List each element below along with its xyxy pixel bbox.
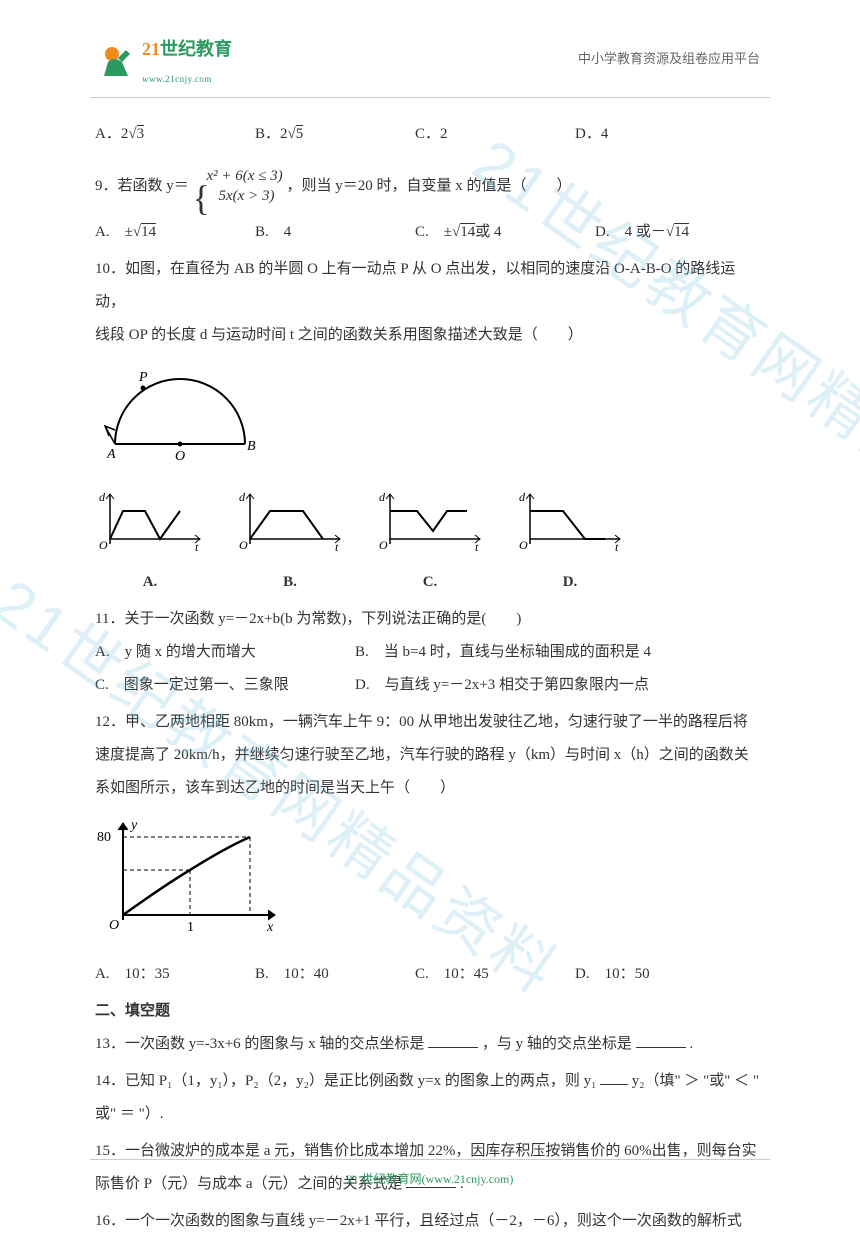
q13-blank-2 xyxy=(636,1033,686,1048)
q10-label-b: B. xyxy=(235,566,345,599)
q11-stem: 11．关于一次函数 y=－2x+b(b 为常数)，下列说法正确的是( ) xyxy=(95,603,765,636)
q9-stem-2: ，则当 y＝20 时，自变量 x 的值是（ ） xyxy=(286,178,571,194)
svg-text:d: d xyxy=(379,490,386,504)
q10-diagram: P A B O xyxy=(95,364,765,477)
q10-label-c: C. xyxy=(375,566,485,599)
q14-text-1: 14．已知 P₁（1，y₁），P₂（2，y₂）是正比例函数 y=x 的图象上的两… xyxy=(95,1073,596,1089)
svg-text:O: O xyxy=(109,918,119,933)
q11: 11．关于一次函数 y=－2x+b(b 为常数)，下列说法正确的是( ) A. … xyxy=(95,603,765,702)
q8-options: A．2√3 B．2√5 C．2 D．4 xyxy=(95,118,765,151)
q9-opt-c: C. ±√14或 4 xyxy=(415,216,595,249)
svg-text:O: O xyxy=(519,538,528,551)
footer-text-1: 21 世纪教育网 xyxy=(347,1172,422,1186)
svg-text:1: 1 xyxy=(187,920,194,935)
svg-text:t: t xyxy=(475,540,479,551)
svg-text:P: P xyxy=(138,370,148,385)
q11-opt-a: A. y 随 x 的增大而增大 xyxy=(95,636,355,669)
svg-text:d: d xyxy=(519,490,526,504)
q10-label-d: D. xyxy=(515,566,625,599)
q11-opt-b: B. 当 b=4 时，直线与坐标轴围成的面积是 4 xyxy=(355,636,651,669)
q12-opt-c: C. 10：45 xyxy=(415,958,575,991)
q13-blank-1 xyxy=(428,1033,478,1048)
page-footer: 21 世纪教育网(www.21cnjy.com) xyxy=(0,1159,860,1192)
svg-text:O: O xyxy=(379,538,388,551)
q10-label-a: A. xyxy=(95,566,205,599)
q14: 14．已知 P₁（1，y₁），P₂（2，y₂）是正比例函数 y=x 的图象上的两… xyxy=(95,1065,765,1131)
q10-graph-a: d t O A. xyxy=(95,489,205,599)
q10-graph-options: d t O A. d t O B. xyxy=(95,489,765,599)
svg-text:x: x xyxy=(266,920,274,935)
svg-text:d: d xyxy=(99,490,106,504)
q10-graph-b: d t O B. xyxy=(235,489,345,599)
svg-text:O: O xyxy=(99,538,108,551)
q12-line2: 速度提高了 20km/h，并继续匀速行驶至乙地，汽车行驶的路程 y（km）与时间… xyxy=(95,739,765,772)
q10-graph-d: d t O D. xyxy=(515,489,625,599)
q12: 12．甲、乙两地相距 80km，一辆汽车上午 9：00 从甲地出发驶往乙地，匀速… xyxy=(95,706,765,805)
header-right-text: 中小学教育资源及组卷应用平台 xyxy=(578,45,760,74)
page-header: 21世纪教育 www.21cnjy.com 中小学教育资源及组卷应用平台 xyxy=(0,0,860,97)
q13-text-2: ，与 y 轴的交点坐标是 xyxy=(482,1036,632,1052)
svg-text:A: A xyxy=(106,447,116,462)
q12-graph: 80 1 O y x xyxy=(95,815,765,948)
q9-opt-d: D. 4 或－√14 xyxy=(595,216,755,249)
svg-text:O: O xyxy=(239,538,248,551)
q8-opt-b: B．2√5 xyxy=(255,118,415,151)
q12-options: A. 10：35 B. 10：40 C. 10：45 D. 10：50 xyxy=(95,958,765,991)
q9-piece1: x² + 6(x ≤ 3) xyxy=(207,167,283,187)
q16: 16．一个一次函数的图象与直线 y=－2x+1 平行，且经过点（－2，－6），则… xyxy=(95,1205,765,1238)
header-divider xyxy=(90,97,770,98)
logo-icon xyxy=(100,42,138,78)
q9-piece2: 5x(x > 3) xyxy=(207,187,283,207)
footer-text-2: (www.21cnjy.com) xyxy=(422,1172,514,1186)
q11-opt-d: D. 与直线 y=－2x+3 相交于第四象限内一点 xyxy=(355,669,649,702)
q10-line2: 线段 OP 的长度 d 与运动时间 t 之间的函数关系用图象描述大致是（ ） xyxy=(95,319,765,352)
q9-opt-a: A. ±√14 xyxy=(95,216,255,249)
q10-line1: 10．如图，在直径为 AB 的半圆 O 上有一动点 P 从 O 点出发，以相同的… xyxy=(95,253,765,319)
q12-opt-a: A. 10：35 xyxy=(95,958,255,991)
q9-stem-1: 9．若函数 y＝ xyxy=(95,178,189,194)
logo-url: www.21cnjy.com xyxy=(142,70,232,90)
q8-opt-a: A．2√3 xyxy=(95,118,255,151)
q10-graph-c: d t O C. xyxy=(375,489,485,599)
content-area: A．2√3 B．2√5 C．2 D．4 9．若函数 y＝ x² + 6(x ≤ … xyxy=(0,118,860,1238)
svg-text:80: 80 xyxy=(97,830,111,845)
q13-text-1: 13．一次函数 y=-3x+6 的图象与 x 轴的交点坐标是 xyxy=(95,1036,424,1052)
svg-text:y: y xyxy=(129,818,138,833)
q8-opt-d: D．4 xyxy=(575,118,735,151)
q13: 13．一次函数 y=-3x+6 的图象与 x 轴的交点坐标是 ，与 y 轴的交点… xyxy=(95,1028,765,1061)
q9: 9．若函数 y＝ x² + 6(x ≤ 3) 5x(x > 3) ，则当 y＝2… xyxy=(95,167,765,206)
q16-text: 16．一个一次函数的图象与直线 y=－2x+1 平行，且经过点（－2，－6），则… xyxy=(95,1205,765,1238)
logo-text: 世纪教育 xyxy=(160,39,232,59)
q8-opt-c: C．2 xyxy=(415,118,575,151)
q9-opt-b: B. 4 xyxy=(255,216,415,249)
svg-text:t: t xyxy=(195,540,199,551)
q12-line1: 12．甲、乙两地相距 80km，一辆汽车上午 9：00 从甲地出发驶往乙地，匀速… xyxy=(95,706,765,739)
svg-text:t: t xyxy=(615,540,619,551)
q9-piecewise: x² + 6(x ≤ 3) 5x(x > 3) xyxy=(193,167,283,206)
q10: 10．如图，在直径为 AB 的半圆 O 上有一动点 P 从 O 点出发，以相同的… xyxy=(95,253,765,352)
svg-text:O: O xyxy=(175,449,185,464)
q14-text-2: y₂（填" ＞ "或" ＜ " xyxy=(632,1073,759,1089)
q13-text-3: . xyxy=(689,1036,693,1052)
q11-opt-c: C. 图象一定过第一、三象限 xyxy=(95,669,355,702)
section2-title: 二、填空题 xyxy=(95,995,765,1028)
q12-opt-d: D. 10：50 xyxy=(575,958,735,991)
svg-text:B: B xyxy=(247,439,256,454)
q12-opt-b: B. 10：40 xyxy=(255,958,415,991)
q12-line3: 系如图所示，该车到达乙地的时间是当天上午（ ） xyxy=(95,772,765,805)
q14-blank xyxy=(600,1070,628,1085)
q14-text-3: 或" ＝ "）. xyxy=(95,1098,765,1131)
logo: 21世纪教育 www.21cnjy.com xyxy=(100,30,232,89)
svg-text:t: t xyxy=(335,540,339,551)
svg-text:d: d xyxy=(239,490,246,504)
